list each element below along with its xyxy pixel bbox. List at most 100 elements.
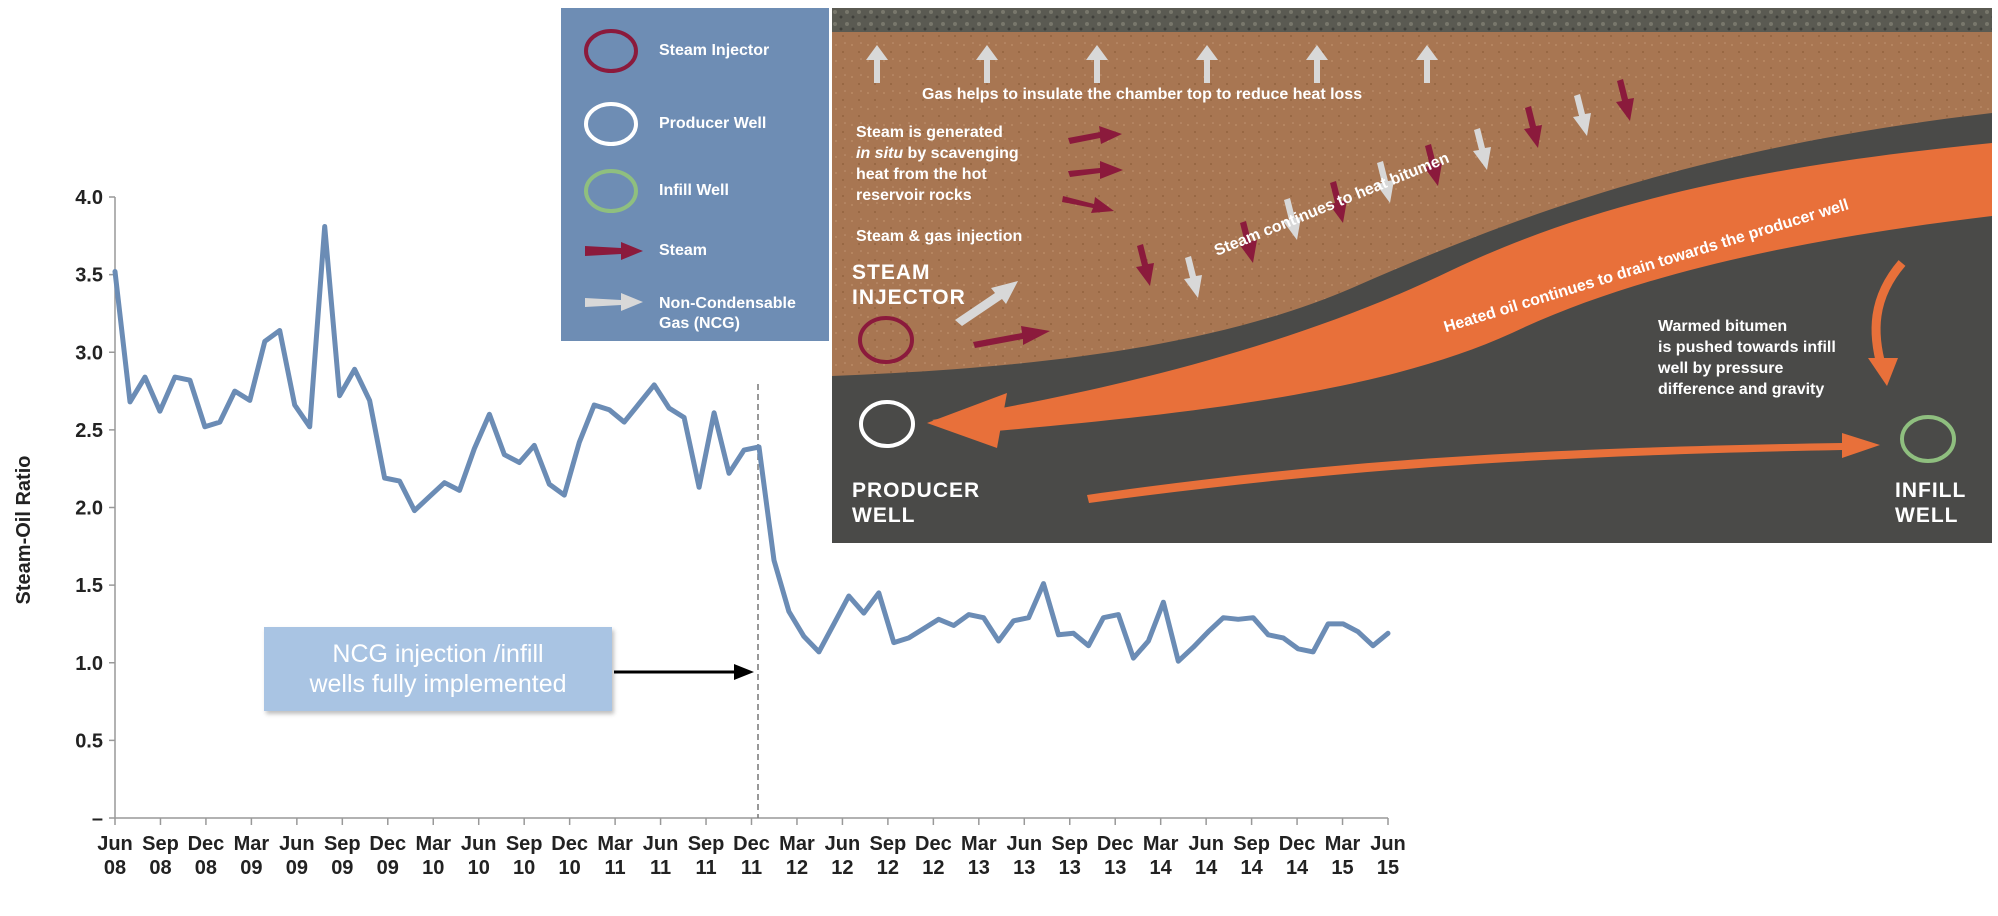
data-point [488,413,490,415]
warmed-bitumen-line-4: difference and gravity [1658,381,1825,398]
infill-well-line-1: INFILL [1895,479,1967,502]
data-point [234,390,236,392]
data-point [938,618,940,620]
legend-label: Non-Condensable Gas (NCG) [659,295,796,332]
y-axis-ticks: 4.0 3.5 3.0 2.5 2.0 1.5 1.0 0.5 – [75,187,115,830]
x-tick-label-year: 11 [605,857,626,879]
data-point [758,446,760,448]
legend-item-steam: Steam [561,226,829,276]
legend-label: Infill Well [659,182,729,199]
steam-gas-injection-label: Steam & gas injection [856,228,1023,245]
data-point [953,625,955,626]
infill-well-circle-icon [584,169,638,213]
producer-well-label: PRODUCER WELL [852,478,980,528]
x-tick-label-month: Sep [1233,833,1270,855]
steam-generated-line-1: Steam is generated [856,124,1003,141]
producer-well-line-1: PRODUCER [852,479,981,502]
data-point [1102,617,1104,619]
x-tick-label-month: Sep [1051,833,1088,855]
data-point [998,640,1000,642]
producer-well-line-2: WELL [852,504,916,527]
data-point [1043,583,1044,585]
data-point [638,403,640,404]
y-tick-label: 1.5 [75,575,103,597]
data-point [863,612,865,614]
x-axis-ticks: Jun08Sep08Dec08Mar09Jun09Sep09Dec09Mar10… [97,818,1406,879]
steam-injector-circle-icon [584,29,638,73]
data-point [728,472,730,474]
steam-injector-line-1: STEAM [852,261,931,284]
data-point [144,376,146,378]
x-tick-label-month: Mar [1325,833,1361,855]
callout-line-1: NCG injection /infill [332,640,544,668]
data-point [114,271,116,272]
ncg-up-arrows [866,45,1438,83]
x-tick-label-year: 09 [286,857,308,879]
x-tick-label-month: Mar [415,833,451,855]
data-point [1192,646,1194,648]
data-point [878,592,880,594]
warmed-bitumen-line-1: Warmed bitumen [1658,318,1788,335]
x-tick-label-month: Jun [643,833,679,855]
data-point [803,635,805,637]
producer-well-circle-icon [584,102,638,146]
data-point [354,368,356,370]
ncg-arrow-icon [585,293,643,311]
x-tick-label-year: 08 [104,857,126,879]
data-point [1058,634,1059,636]
y-tick-label: 2.5 [75,420,103,442]
data-point [384,477,386,479]
x-tick-label-month: Jun [279,833,315,855]
y-tick-label: 3.0 [75,342,103,364]
y-axis-label: Steam-Oil Ratio [13,456,35,605]
data-point [1342,623,1344,625]
data-point [908,637,910,639]
x-tick-label-month: Dec [1279,833,1316,855]
data-point [833,623,835,625]
x-tick-label-month: Mar [961,833,997,855]
y-tick-label: 2.0 [75,498,103,520]
data-point [893,642,895,644]
x-tick-label-year: 14 [1150,857,1173,879]
x-tick-label-month: Sep [142,833,179,855]
x-tick-label-month: Mar [597,833,633,855]
x-tick-label-year: 13 [968,857,990,879]
data-point [1282,637,1284,639]
y-tick-label: – [92,808,103,830]
data-point [219,421,221,423]
data-point [698,486,700,488]
series-line [112,224,1391,664]
x-tick-label-month: Jun [97,833,133,855]
data-point [623,421,625,423]
data-point [578,441,580,443]
data-point [563,494,565,496]
data-point [668,407,670,409]
sagd-diagram: Gas helps to insulate the chamber top to… [832,8,1992,543]
data-point [309,426,311,428]
data-point [1312,651,1314,653]
x-tick-label-month: Mar [779,833,815,855]
data-point [294,404,296,406]
data-point [264,340,266,342]
infill-well-label: INFILL WELL [1895,478,1966,528]
x-tick-label-year: 10 [559,857,581,879]
data-point [1132,657,1134,659]
data-point [189,379,191,381]
x-tick-label-year: 14 [1195,857,1218,879]
x-tick-label-month: Mar [234,833,270,855]
data-point [788,611,790,612]
y-tick-label: 4.0 [75,187,103,209]
x-tick-label-year: 08 [195,857,217,879]
steam-generated-note: Steam is generated in situ by scavenging… [856,122,1046,206]
data-point [324,226,326,227]
data-point [1387,632,1389,634]
chamber-down-arrows [1136,79,1634,298]
x-tick-label-month: Jun [1007,833,1043,855]
x-tick-label-year: 10 [422,857,444,879]
data-point [1327,623,1329,625]
legend-item-infill-well: Infill Well [561,165,829,215]
x-tick-label-year: 09 [377,857,399,879]
warmed-bitumen-line-3: well by pressure [1658,360,1784,377]
warmed-bitumen-note: Warmed bitumen is pushed towards infill … [1658,316,1878,400]
x-tick-label-year: 08 [149,857,171,879]
